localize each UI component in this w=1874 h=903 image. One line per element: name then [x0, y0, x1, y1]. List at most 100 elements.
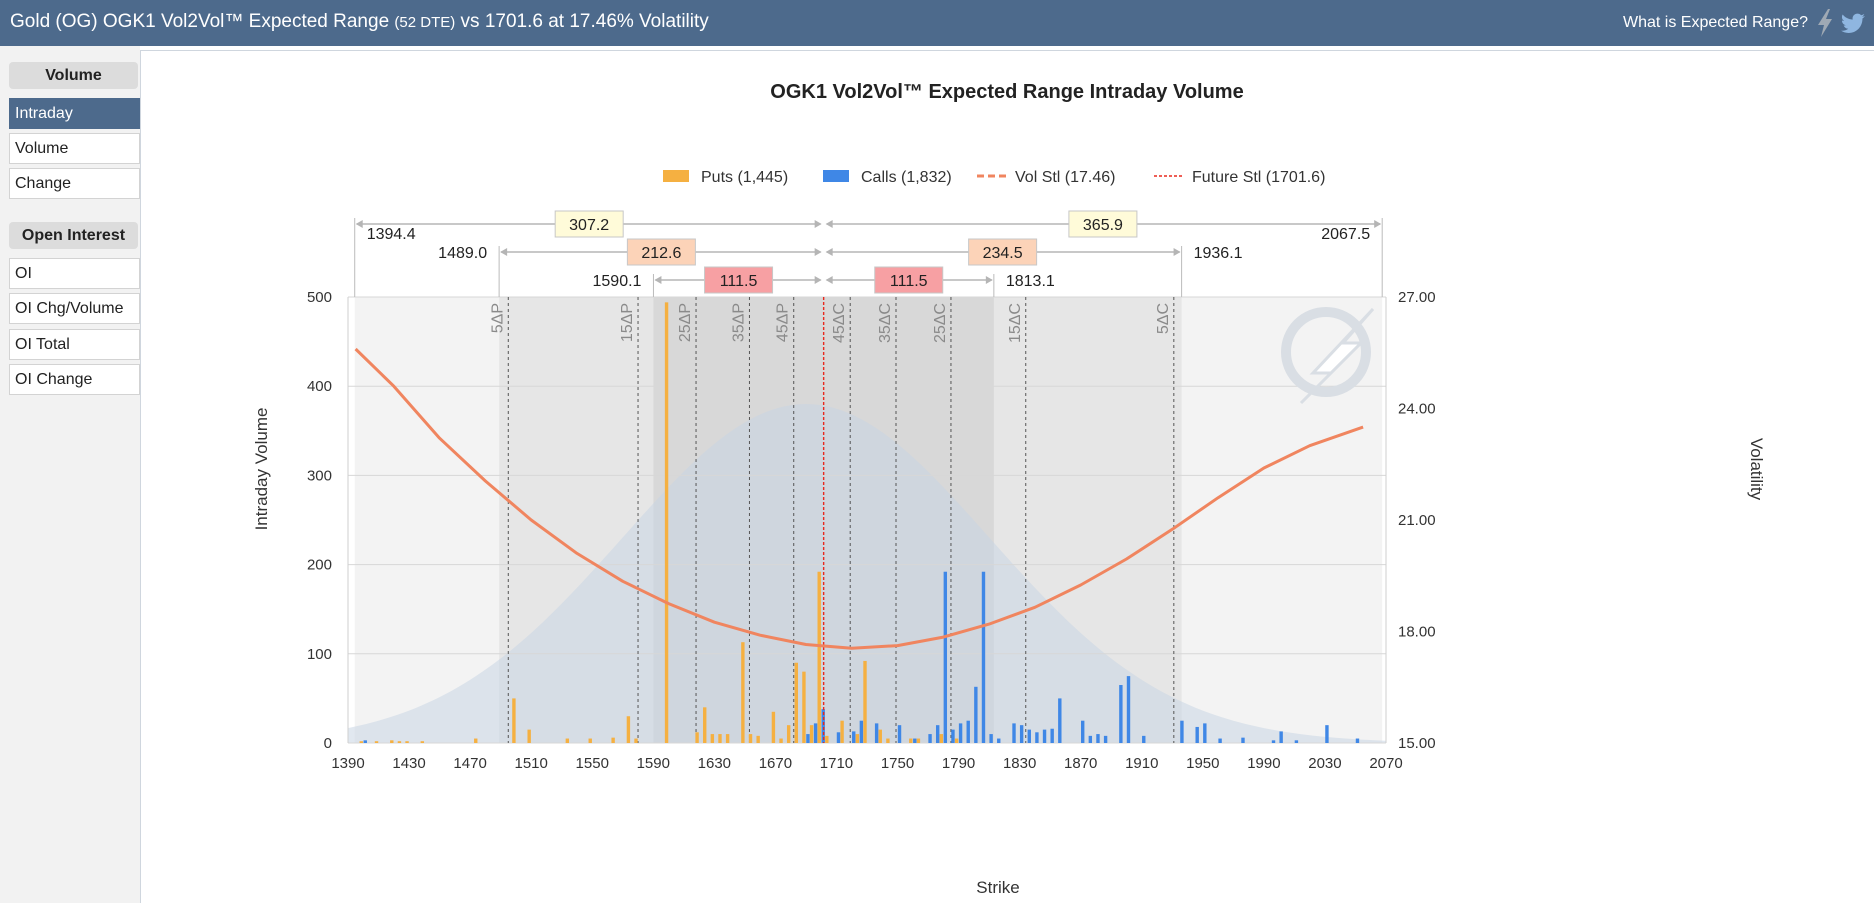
- legend-calls[interactable]: Calls (1,832): [823, 169, 952, 186]
- range-up-box: [968, 238, 1038, 266]
- call-bar: [1088, 735, 1093, 743]
- put-bar: [794, 662, 799, 743]
- put-bar: [390, 740, 394, 743]
- expected-range-chart: 5ΔP 15ΔP 25ΔP 35ΔP 45ΔP 45ΔC 35ΔC 25ΔC 15ΔC 5ΔC 1…: [252, 81, 1766, 897]
- arrow-head: [814, 276, 822, 284]
- nav-item-oi-change[interactable]: OI Change: [9, 364, 140, 395]
- volatility-curve-line: [354, 347, 1364, 650]
- call-bar: [806, 734, 810, 743]
- put-bar: [359, 741, 363, 743]
- call-bar: [913, 738, 917, 743]
- put-bar: [374, 741, 379, 743]
- y-tick-label: 0: [324, 735, 332, 752]
- arrow-head: [825, 248, 833, 256]
- call-bar: [1058, 698, 1062, 743]
- x-tick-label: 2070: [1369, 755, 1402, 772]
- arrow-head: [985, 276, 993, 284]
- legend-swatch: [663, 170, 689, 182]
- call-bar: [363, 740, 367, 743]
- open-interest-section-header: Open Interest: [9, 222, 138, 249]
- x-tick-label: 1510: [514, 755, 547, 772]
- arrow-head: [1173, 248, 1181, 256]
- nav-item-oi-total[interactable]: OI Total: [9, 329, 140, 360]
- what-is-expected-range-link[interactable]: What is Expected Range?: [1623, 14, 1808, 31]
- arrow-head: [654, 276, 662, 284]
- call-bar: [1019, 725, 1024, 743]
- legend-label: Vol Stl (17.46): [1015, 169, 1116, 186]
- call-bar: [1050, 728, 1054, 743]
- arrow-head: [814, 248, 822, 256]
- nav-item-volume[interactable]: Volume: [9, 133, 140, 164]
- call-bar: [1218, 738, 1222, 743]
- range-down-value: 307.2: [569, 217, 609, 234]
- range-high-label: 1813.1: [1006, 273, 1055, 290]
- put-bar: [695, 732, 699, 743]
- delta-label: 45ΔP: [775, 303, 792, 342]
- put-bar: [527, 729, 531, 743]
- watermark-bolt: [1299, 307, 1375, 405]
- x-tick-label: 1950: [1186, 755, 1219, 772]
- call-bar: [1035, 732, 1039, 743]
- call-bar: [966, 720, 970, 743]
- call-bar: [821, 709, 825, 743]
- range-down-box: [626, 238, 696, 266]
- call-bar: [974, 686, 978, 743]
- call-bar: [935, 725, 940, 743]
- y2-axis-label: Volatility: [1747, 438, 1766, 501]
- y2-tick-label: 21.00: [1398, 512, 1436, 529]
- put-bar: [565, 738, 570, 743]
- lightning-bolt-icon[interactable]: [1814, 8, 1836, 38]
- axes: 1390 1430 1470 1510 1550 1590 1630 1670 1710 1750…: [307, 289, 1436, 772]
- delta-label: 35ΔC: [877, 303, 894, 343]
- nav-item-change[interactable]: Change: [9, 168, 140, 199]
- call-bar: [1103, 735, 1108, 743]
- y-tick-label: 100: [307, 646, 332, 663]
- legend-future-stl[interactable]: Future Stl (1701.6): [1154, 169, 1325, 186]
- put-bar: [741, 642, 745, 743]
- put-bar: [626, 716, 631, 743]
- call-bar: [997, 738, 1001, 743]
- put-bar: [886, 738, 890, 743]
- range-down-box: [704, 266, 774, 294]
- legend[interactable]: Puts (1,445) Calls (1,832) Vol Stl (17.46)…: [663, 169, 1325, 186]
- range-up-value: 234.5: [983, 245, 1023, 262]
- y-tick-label: 500: [307, 289, 332, 306]
- put-bar: [725, 734, 730, 743]
- legend-puts[interactable]: Puts (1,445): [663, 169, 788, 186]
- put-bar: [748, 734, 753, 743]
- sidebar: Volume Intraday Volume Change Open Inter…: [0, 46, 140, 903]
- chart-title: OGK1 Vol2Vol™ Expected Range Intraday Vo…: [770, 81, 1243, 103]
- y2-tick-label: 24.00: [1398, 401, 1436, 418]
- x-tick-label: 1590: [637, 755, 670, 772]
- call-bar: [981, 571, 986, 743]
- call-bar: [1081, 720, 1085, 743]
- put-bar: [802, 671, 806, 743]
- x-tick-label: 1710: [820, 755, 853, 772]
- put-bar: [809, 725, 814, 743]
- range-low-label: 1590.1: [593, 273, 642, 290]
- call-bar: [1279, 731, 1283, 743]
- probability-bell-curve: [348, 404, 1386, 743]
- x-tick-label: 1990: [1247, 755, 1280, 772]
- twitter-bird-icon[interactable]: [1840, 10, 1866, 36]
- nav-item-oi[interactable]: OI: [9, 258, 140, 289]
- x-tick-label: 1390: [331, 755, 364, 772]
- volatility-curve: [354, 347, 1364, 650]
- legend-vol-stl[interactable]: Vol Stl (17.46): [977, 169, 1116, 186]
- call-bar: [1119, 685, 1123, 743]
- call-bar: [1012, 723, 1016, 743]
- legend-label: Future Stl (1701.6): [1192, 169, 1325, 186]
- nav-item-intraday[interactable]: Intraday: [9, 98, 140, 129]
- range-high-label: 2067.5: [1321, 226, 1370, 243]
- put-bar: [916, 738, 921, 743]
- nav-item-oi-chg-volume[interactable]: OI Chg/Volume: [9, 293, 140, 324]
- x-tick-label: 1870: [1064, 755, 1097, 772]
- put-bar: [703, 707, 707, 743]
- range-up-value: 365.9: [1083, 217, 1123, 234]
- put-bar: [420, 741, 425, 743]
- put-bar: [771, 711, 776, 743]
- volume-bars: [359, 302, 1360, 743]
- call-bar: [1203, 723, 1207, 743]
- watermark-ring: [1281, 307, 1371, 397]
- put-bar: [611, 737, 615, 743]
